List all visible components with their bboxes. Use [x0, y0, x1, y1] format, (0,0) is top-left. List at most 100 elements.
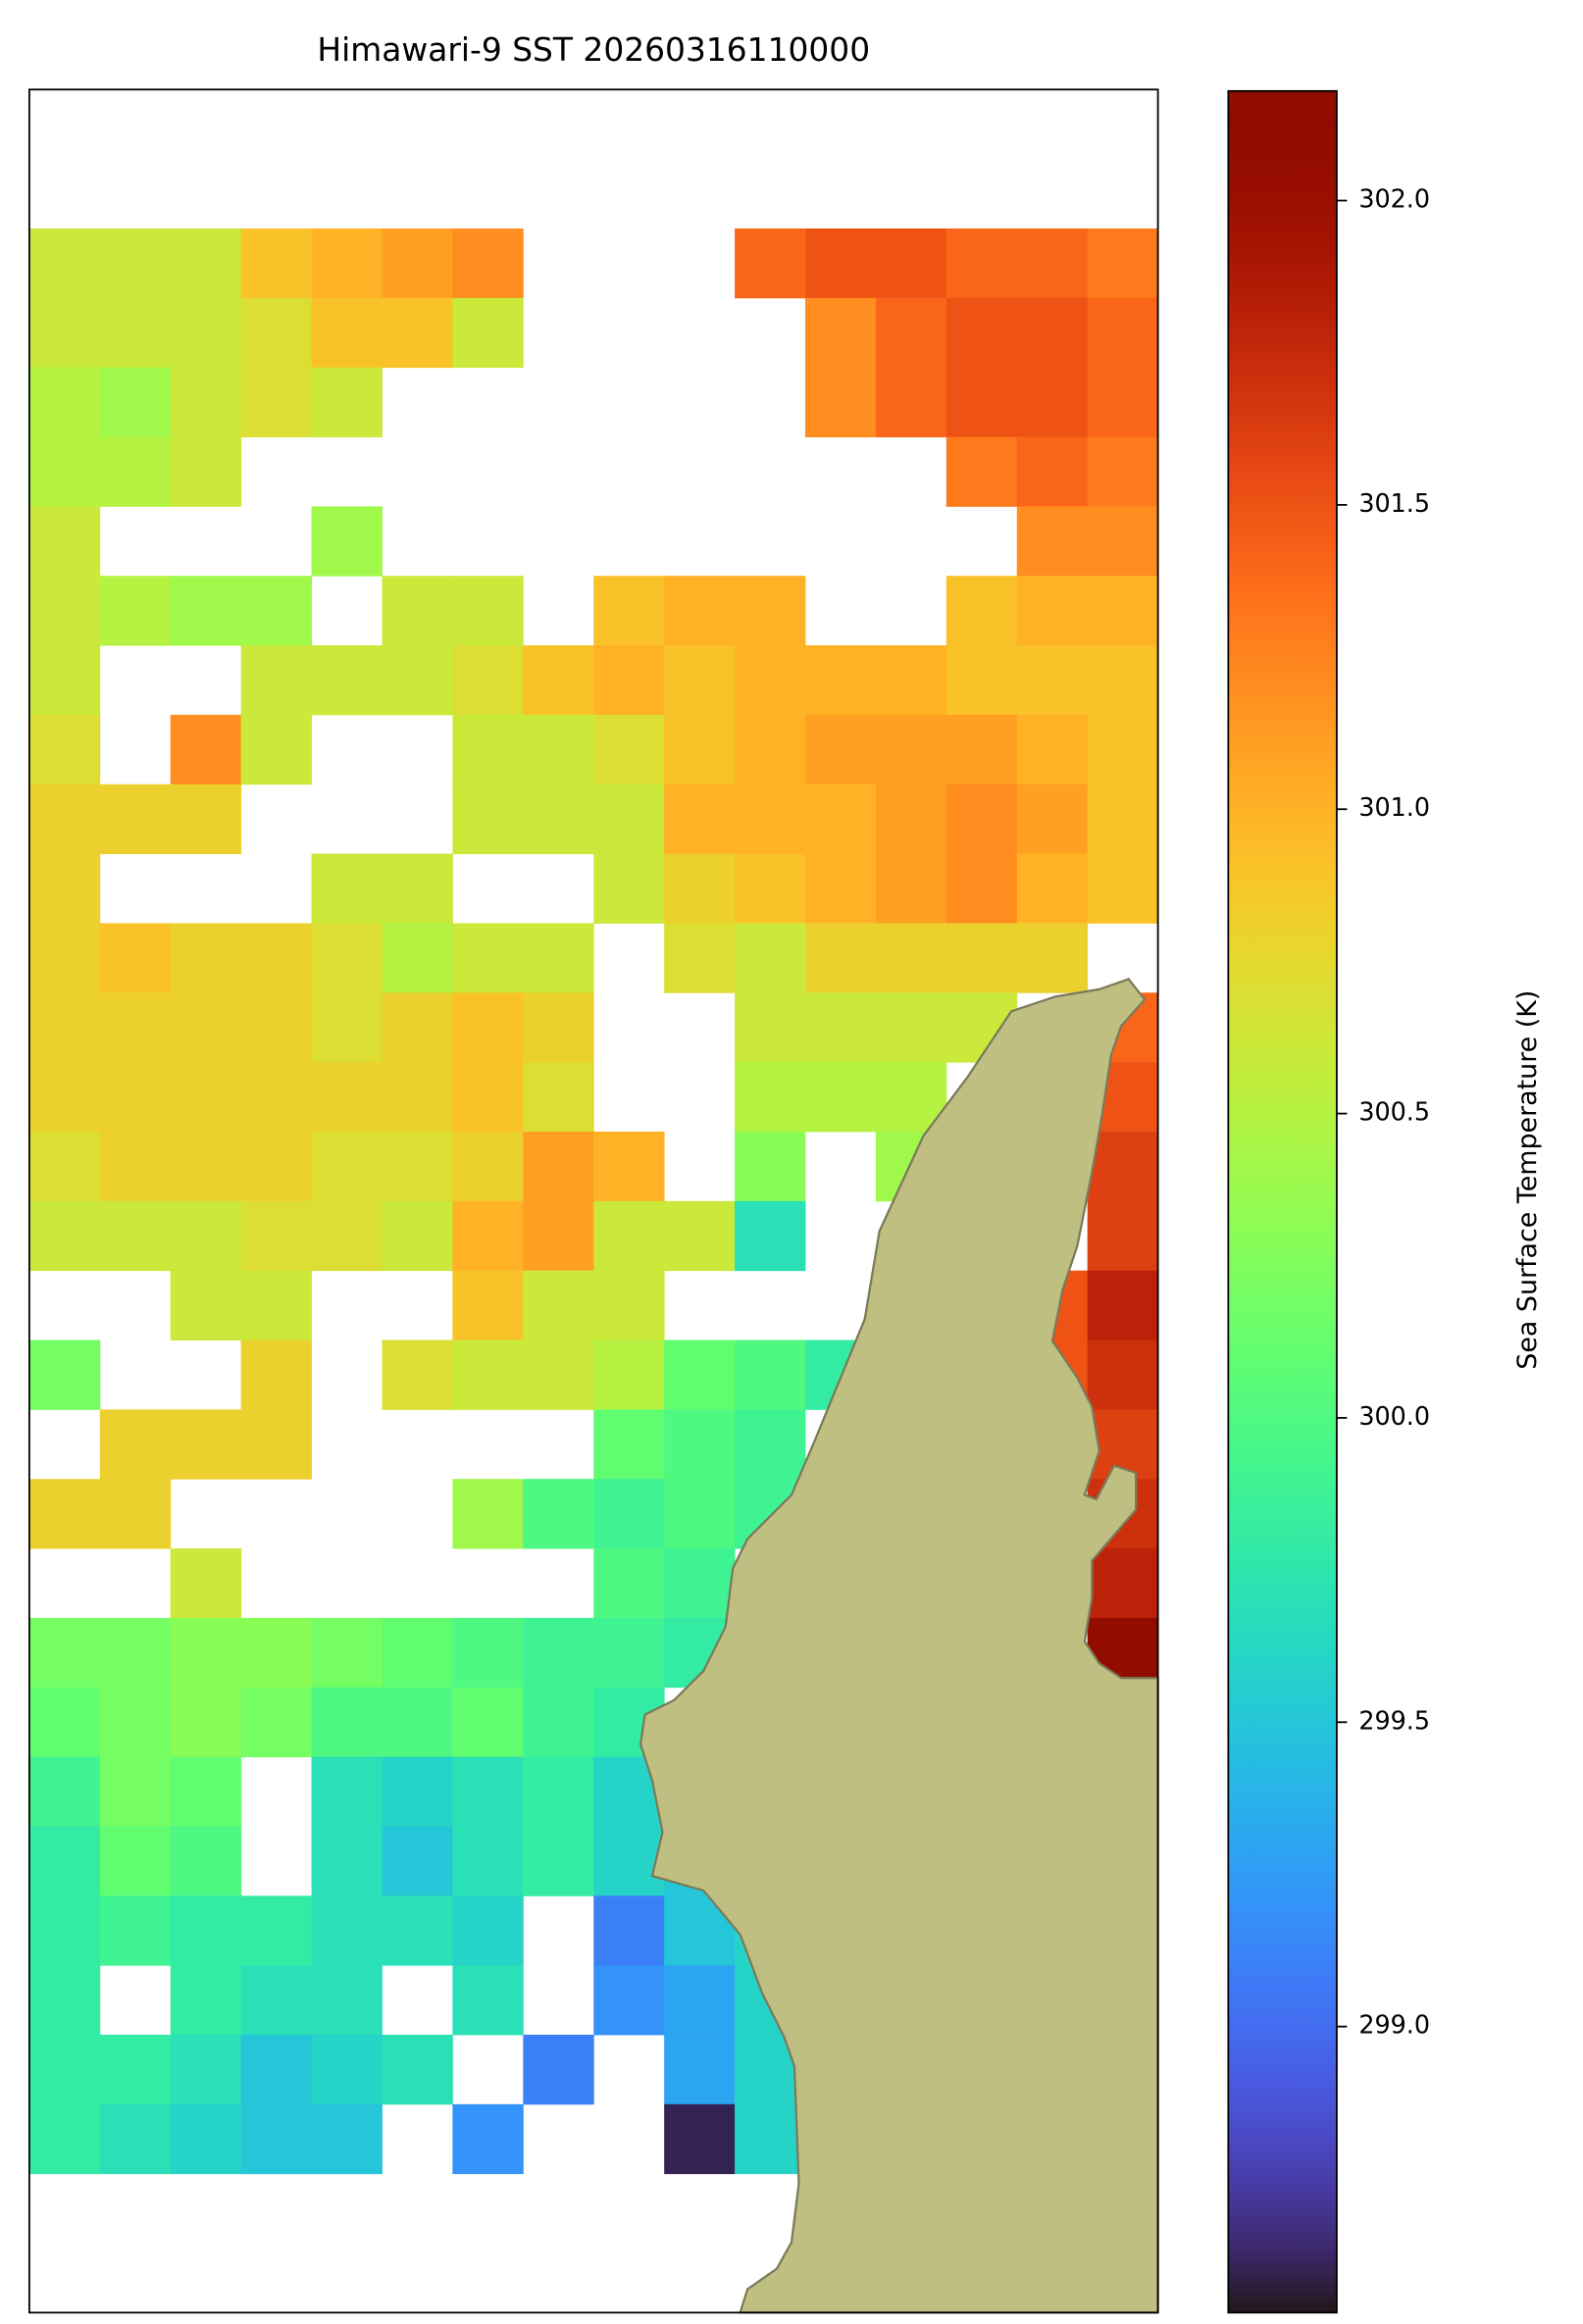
colorbar-tick-label: 301.0 — [1358, 792, 1430, 822]
sst-cell — [523, 1617, 594, 1689]
sst-cell — [382, 1756, 453, 1827]
sst-cell — [1016, 436, 1089, 507]
sst-cell — [664, 1200, 736, 1272]
sst-cell — [452, 2103, 524, 2175]
sst-cell — [28, 1965, 101, 2036]
sst-cell — [170, 436, 242, 507]
sst-cell — [240, 645, 313, 716]
sst-cell — [805, 783, 877, 855]
sst-cell — [99, 1131, 172, 1202]
sst-cell — [382, 1826, 453, 1896]
sst-cell — [99, 2103, 172, 2175]
sst-cell — [1087, 506, 1159, 577]
sst-cell — [664, 853, 736, 924]
sst-cell — [1016, 297, 1089, 369]
colorbar-tick-label: 300.0 — [1358, 1401, 1430, 1431]
sst-cell — [735, 1339, 806, 1410]
sst-cell — [735, 1131, 806, 1202]
sst-cell — [170, 1062, 242, 1133]
sst-cell — [945, 576, 1018, 646]
sst-cell — [311, 992, 383, 1063]
sst-cell — [99, 2034, 172, 2105]
sst-cell — [1016, 923, 1089, 993]
sst-cell — [382, 1617, 453, 1689]
sst-cell — [1087, 1270, 1159, 1340]
sst-cell — [452, 228, 524, 299]
sst-cell — [170, 2103, 242, 2175]
sst-cell — [523, 1270, 594, 1340]
sst-cell — [99, 1617, 172, 1689]
sst-cell — [664, 576, 736, 646]
sst-cell — [170, 228, 242, 299]
sst-cell — [240, 1617, 313, 1689]
sst-cell — [805, 923, 877, 993]
sst-cell — [805, 1062, 877, 1133]
sst-cell — [28, 436, 101, 507]
sst-cell — [593, 1826, 665, 1896]
sst-cell — [382, 1895, 453, 1966]
sst-cell — [452, 1617, 524, 1689]
sst-cell — [170, 1131, 242, 1202]
sst-cell — [664, 714, 736, 785]
sst-cell — [523, 1062, 594, 1133]
sst-cell — [875, 645, 947, 716]
sst-cell — [593, 1965, 665, 2036]
sst-cell — [170, 992, 242, 1063]
sst-cell — [170, 297, 242, 369]
sst-cell — [452, 1687, 524, 1758]
sst-cell — [523, 1200, 594, 1272]
sst-cell — [311, 228, 383, 299]
sst-cell — [805, 297, 877, 369]
sst-cell — [452, 645, 524, 716]
sst-cell — [382, 992, 453, 1063]
sst-cell — [735, 1062, 806, 1133]
sst-cell — [452, 1965, 524, 2036]
sst-cell — [523, 783, 594, 855]
sst-cell — [452, 783, 524, 855]
sst-cell — [311, 367, 383, 437]
sst-cell — [875, 714, 947, 785]
sst-cell — [28, 645, 101, 716]
sst-cell — [593, 714, 665, 785]
sst-cell — [28, 1826, 101, 1896]
sst-cell — [1016, 853, 1089, 924]
sst-cell — [170, 1548, 242, 1619]
sst-cell — [382, 1131, 453, 1202]
sst-cell — [99, 923, 172, 993]
sst-cell — [99, 228, 172, 299]
sst-cell — [875, 367, 947, 437]
sst-cell — [1016, 367, 1089, 437]
sst-cell — [805, 853, 877, 924]
sst-cell — [311, 1826, 383, 1896]
sst-cell — [1087, 367, 1159, 437]
sst-cell — [523, 2034, 594, 2105]
colorbar-tick-label: 299.0 — [1358, 2010, 1430, 2040]
sst-cell — [170, 1756, 242, 1827]
sst-cell — [28, 297, 101, 369]
sst-cell — [28, 1895, 101, 1966]
sst-cell — [593, 853, 665, 924]
sst-cell — [1087, 297, 1159, 369]
sst-cell — [99, 576, 172, 646]
sst-cell — [99, 1826, 172, 1896]
sst-cell — [170, 1826, 242, 1896]
chart-title: Himawari-9 SST 20260316110000 — [317, 30, 870, 69]
sst-cell — [99, 1409, 172, 1480]
sst-cell — [523, 645, 594, 716]
sst-cell — [99, 1062, 172, 1133]
sst-cell — [99, 1895, 172, 1966]
sst-cell — [311, 645, 383, 716]
sst-cell — [1016, 506, 1089, 577]
sst-cell — [523, 1687, 594, 1758]
sst-cell — [99, 297, 172, 369]
sst-cell — [523, 1826, 594, 1896]
sst-cell — [28, 714, 101, 785]
sst-cell — [28, 1479, 101, 1549]
sst-cell — [452, 1200, 524, 1272]
sst-cell — [735, 1409, 806, 1480]
sst-cell — [170, 367, 242, 437]
sst-cell — [28, 923, 101, 993]
sst-cell — [382, 576, 453, 646]
